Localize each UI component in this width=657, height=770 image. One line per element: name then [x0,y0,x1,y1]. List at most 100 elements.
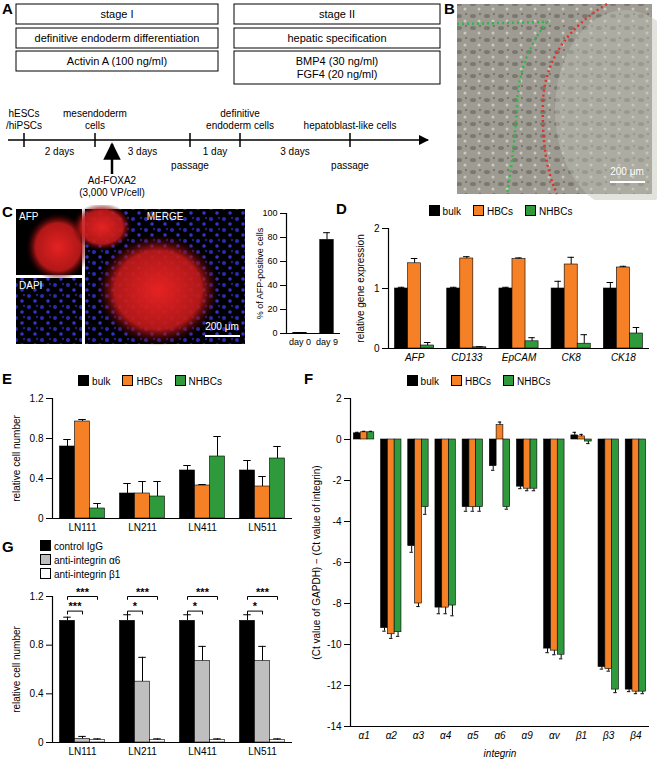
svg-text:hESCs: hESCs [8,108,39,119]
svg-text:definitive endoderm differenti: definitive endoderm differentiation [35,32,200,44]
svg-text:1.2: 1.2 [30,393,44,404]
svg-text:stage II: stage II [319,8,355,20]
svg-text:β3: β3 [602,730,615,741]
svg-text:-4: -4 [333,516,342,527]
svg-text:-6: -6 [333,557,342,568]
svg-text:α9: α9 [522,730,534,741]
svg-text:0: 0 [272,328,277,338]
svg-text:100: 100 [262,208,277,218]
svg-text:AFP: AFP [404,352,425,363]
html-text:bulk: bulk [442,206,461,217]
svg-text:cells: cells [85,120,105,131]
svg-text:αv: αv [549,730,561,741]
html-text:C: C [2,203,13,220]
svg-text:CD133: CD133 [451,352,483,363]
svg-text:0: 0 [38,737,44,748]
svg-text:mesendoderm: mesendoderm [63,108,127,119]
svg-text:hepatoblast-like cells: hepatoblast-like cells [304,120,397,131]
svg-text:0: 0 [336,434,342,445]
svg-text:1 day: 1 day [203,146,227,157]
svg-text:α1: α1 [358,730,369,741]
svg-text:***: *** [256,586,270,598]
svg-text:stage I: stage I [100,8,133,20]
svg-text:CK8: CK8 [561,352,581,363]
svg-text:α5: α5 [467,730,479,741]
svg-text:0.8: 0.8 [30,433,44,444]
svg-text:definitive: definitive [220,108,260,119]
svg-text:passage: passage [331,160,369,171]
svg-text:LN511: LN511 [248,746,277,757]
svg-text:α2: α2 [386,730,398,741]
svg-text:-14: -14 [327,721,342,732]
svg-text:relative cell number: relative cell number [11,625,22,712]
svg-text:LN211: LN211 [128,746,157,757]
svg-text:FGF4 (20 ng/ml): FGF4 (20 ng/ml) [297,68,378,80]
html-text:A: A [2,0,13,17]
svg-text:α3: α3 [413,730,425,741]
svg-text:α4: α4 [440,730,452,741]
svg-text:***: *** [196,586,210,598]
svg-text:-10: -10 [327,639,342,650]
svg-text:relative gene expression: relative gene expression [355,234,366,342]
html-text:HBCs: HBCs [486,206,514,217]
svg-text:LN411: LN411 [188,746,217,757]
svg-text:integrin: integrin [484,748,517,759]
svg-text:/hiPSCs: /hiPSCs [6,120,42,131]
svg-text:2: 2 [374,223,380,234]
svg-text:***: *** [136,586,150,598]
svg-text:(3,000 VP/cell): (3,000 VP/cell) [79,187,145,198]
svg-text:-12: -12 [327,680,342,691]
svg-text:0: 0 [38,513,44,524]
svg-text:1.2: 1.2 [30,591,44,602]
svg-text:day 0: day 0 [289,337,311,347]
svg-text:DAPI: DAPI [19,280,42,291]
svg-text:Ad-FOXA2: Ad-FOXA2 [88,175,137,186]
html-text:NHBCs: NHBCs [539,206,573,217]
svg-text:***: *** [69,600,83,612]
svg-text:20: 20 [267,304,277,314]
svg-text:3 days: 3 days [280,146,309,157]
svg-text:*: * [253,600,258,612]
html-text:B: B [444,0,455,17]
svg-text:β4: β4 [629,730,642,741]
svg-text:0: 0 [374,343,380,354]
svg-text:β1: β1 [575,730,587,741]
svg-text:AFP: AFP [19,211,39,222]
svg-text:80: 80 [267,232,277,242]
svg-text:LN211: LN211 [128,522,157,533]
svg-text:(Ct value of GAPDH) − (Ct valu: (Ct value of GAPDH) − (Ct value of integ… [311,465,322,659]
svg-text:hepatic specification: hepatic specification [287,32,386,44]
svg-text:200 μm: 200 μm [610,166,644,177]
svg-text:CK18: CK18 [611,352,636,363]
svg-text:3 days: 3 days [128,146,157,157]
svg-text:0.4: 0.4 [30,473,44,484]
svg-text:40: 40 [267,280,277,290]
svg-text:LN411: LN411 [188,522,217,533]
svg-text:Activin A (100 ng/ml): Activin A (100 ng/ml) [67,55,167,67]
svg-text:***: *** [76,586,90,598]
svg-text:day 9: day 9 [316,337,338,347]
svg-text:*: * [193,600,198,612]
svg-text:2 days: 2 days [45,146,74,157]
html-text:G: G [2,538,14,555]
svg-text:MERGE: MERGE [147,211,184,222]
svg-text:0.4: 0.4 [30,688,44,699]
svg-text:LN111: LN111 [69,522,97,533]
svg-text:LN111: LN111 [69,746,97,757]
svg-text:2: 2 [336,393,342,404]
svg-text:LN511: LN511 [248,522,277,533]
svg-text:0.8: 0.8 [30,639,44,650]
svg-text:60: 60 [267,256,277,266]
svg-text:1: 1 [374,283,380,294]
svg-text:200 μm: 200 μm [205,321,239,332]
svg-text:BMP4 (30 ng/ml): BMP4 (30 ng/ml) [296,55,379,67]
svg-text:endoderm cells: endoderm cells [206,120,274,131]
svg-text:passage: passage [171,160,209,171]
svg-text:-2: -2 [333,475,342,486]
svg-text:*: * [133,600,138,612]
svg-text:% of AFP-positive cells: % of AFP-positive cells [255,227,265,319]
svg-text:α6: α6 [494,730,506,741]
svg-text:relative cell number: relative cell number [11,414,22,501]
svg-text:EpCAM: EpCAM [502,352,537,363]
svg-text:-8: -8 [333,598,342,609]
